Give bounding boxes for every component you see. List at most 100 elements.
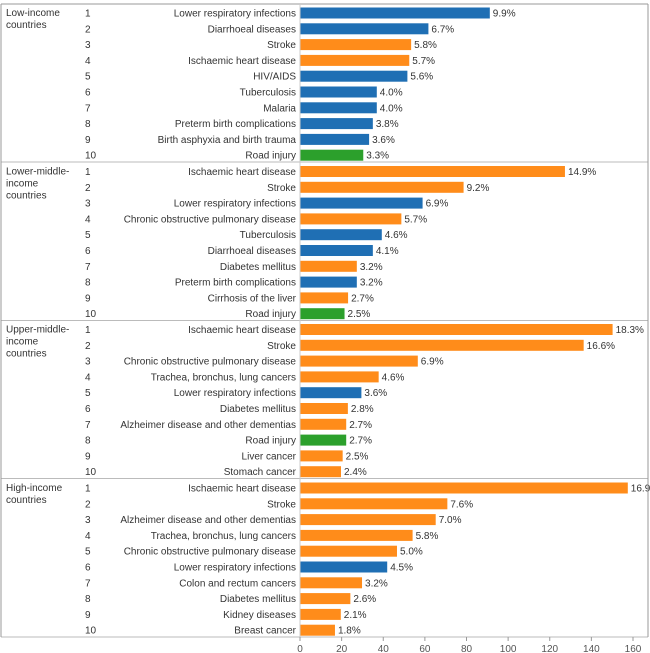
group-panel: Low-income countries 1 Lower respiratory in… — [1, 7, 648, 163]
cause-label: Diabetes mellitus — [220, 594, 296, 605]
group-label-line: income — [6, 179, 39, 190]
cause-label: Stroke — [267, 40, 296, 51]
bar — [300, 7, 490, 19]
bar — [300, 324, 613, 335]
cause-label: Lower respiratory infections — [174, 199, 296, 210]
cause-label: Liver cancer — [242, 451, 297, 462]
rank-label: 3 — [85, 515, 91, 526]
value-label: 1.8% — [338, 626, 361, 637]
rank-label: 5 — [85, 547, 91, 558]
value-label: 18.3% — [616, 325, 644, 336]
bar — [300, 39, 412, 51]
rank-label: 1 — [85, 484, 91, 495]
group-label-line: income — [6, 337, 39, 348]
bar — [300, 23, 429, 35]
rank-label: 6 — [85, 404, 91, 415]
rank-label: 1 — [85, 325, 91, 336]
rank-label: 3 — [85, 40, 91, 51]
cause-label: Chronic obstructive pulmonary disease — [124, 357, 297, 368]
value-label: 3.2% — [360, 278, 383, 289]
rank-label: 7 — [85, 578, 91, 589]
group-panel: Upper-middle-income countries 1 Ischaemic h… — [1, 324, 648, 479]
bar — [300, 355, 418, 367]
value-label: 3.2% — [365, 578, 388, 589]
value-label: 2.7% — [349, 420, 372, 431]
value-label: 5.6% — [410, 72, 433, 83]
rank-label: 9 — [85, 451, 91, 462]
bar — [300, 387, 362, 399]
cause-label: Ischaemic heart disease — [188, 484, 296, 495]
cause-label: Ischaemic heart disease — [188, 325, 296, 336]
bar — [300, 339, 584, 351]
bar — [300, 514, 436, 526]
bar — [300, 213, 402, 225]
rank-label: 8 — [85, 119, 91, 130]
cause-label: Stroke — [267, 183, 296, 194]
rank-label: 1 — [85, 167, 91, 178]
bar — [300, 149, 364, 161]
rank-label: 3 — [85, 199, 91, 210]
bar — [300, 577, 363, 589]
rank-label: 10 — [85, 467, 97, 478]
value-label: 4.0% — [380, 103, 403, 114]
value-label: 2.8% — [351, 404, 374, 415]
value-label: 14.9% — [568, 167, 596, 178]
cause-label: Diabetes mellitus — [220, 404, 296, 415]
bar — [300, 545, 397, 557]
cause-label: Kidney diseases — [223, 610, 296, 621]
value-label: 2.7% — [349, 436, 372, 447]
rank-label: 5 — [85, 72, 91, 83]
bar — [300, 624, 335, 636]
cause-label: Road injury — [245, 309, 296, 320]
rank-label: 9 — [85, 610, 91, 621]
rank-label: 4 — [85, 372, 91, 383]
cause-label: Lower respiratory infections — [174, 563, 296, 574]
bar — [300, 403, 348, 414]
bar — [300, 418, 347, 430]
rank-label: 7 — [85, 420, 91, 431]
bar — [300, 466, 342, 478]
bar — [300, 450, 343, 462]
rank-label: 2 — [85, 24, 91, 35]
cause-label: HIV/AIDS — [253, 72, 296, 83]
bar — [300, 118, 373, 130]
x-tick-label: 60 — [419, 644, 431, 653]
cause-label: Malaria — [263, 103, 296, 114]
bar — [300, 434, 347, 446]
rank-label: 7 — [85, 262, 91, 273]
rank-label: 2 — [85, 341, 91, 352]
rank-label: 9 — [85, 135, 91, 146]
value-label: 2.1% — [344, 610, 367, 621]
value-label: 3.2% — [360, 262, 383, 273]
rank-label: 10 — [85, 309, 97, 320]
value-label: 7.6% — [450, 499, 473, 510]
cause-label: Colon and rectum cancers — [179, 578, 296, 589]
value-label: 6.9% — [426, 199, 449, 210]
bar — [300, 166, 565, 177]
cause-label: Diarrhoeal diseases — [208, 24, 296, 35]
value-label: 16.9% — [631, 484, 650, 495]
x-tick-label: 20 — [336, 644, 348, 653]
x-tick-label: 140 — [583, 644, 600, 653]
bar — [300, 482, 628, 494]
cause-label: Ischaemic heart disease — [188, 167, 296, 178]
bar — [300, 498, 448, 510]
group-label-line: High-income — [6, 483, 63, 494]
value-label: 2.5% — [348, 309, 371, 320]
cause-label: Chronic obstructive pulmonary disease — [124, 214, 297, 225]
value-label: 6.7% — [431, 24, 454, 35]
rank-label: 10 — [85, 626, 97, 637]
cause-label: Chronic obstructive pulmonary disease — [124, 547, 297, 558]
cause-label: Preterm birth complications — [175, 278, 296, 289]
rank-label: 5 — [85, 230, 91, 241]
value-label: 5.8% — [416, 531, 439, 542]
cause-label: Alzheimer disease and other dementias — [120, 420, 296, 431]
bar — [300, 229, 382, 241]
bar — [300, 593, 351, 605]
group-label-line: Upper-middle- — [6, 325, 69, 336]
x-tick-label: 160 — [625, 644, 642, 653]
cause-label: Tuberculosis — [240, 88, 296, 99]
cause-label: Lower respiratory infections — [174, 388, 296, 399]
group-panel: Lower-middle-income countries 1 Ischaemic h… — [1, 166, 648, 321]
